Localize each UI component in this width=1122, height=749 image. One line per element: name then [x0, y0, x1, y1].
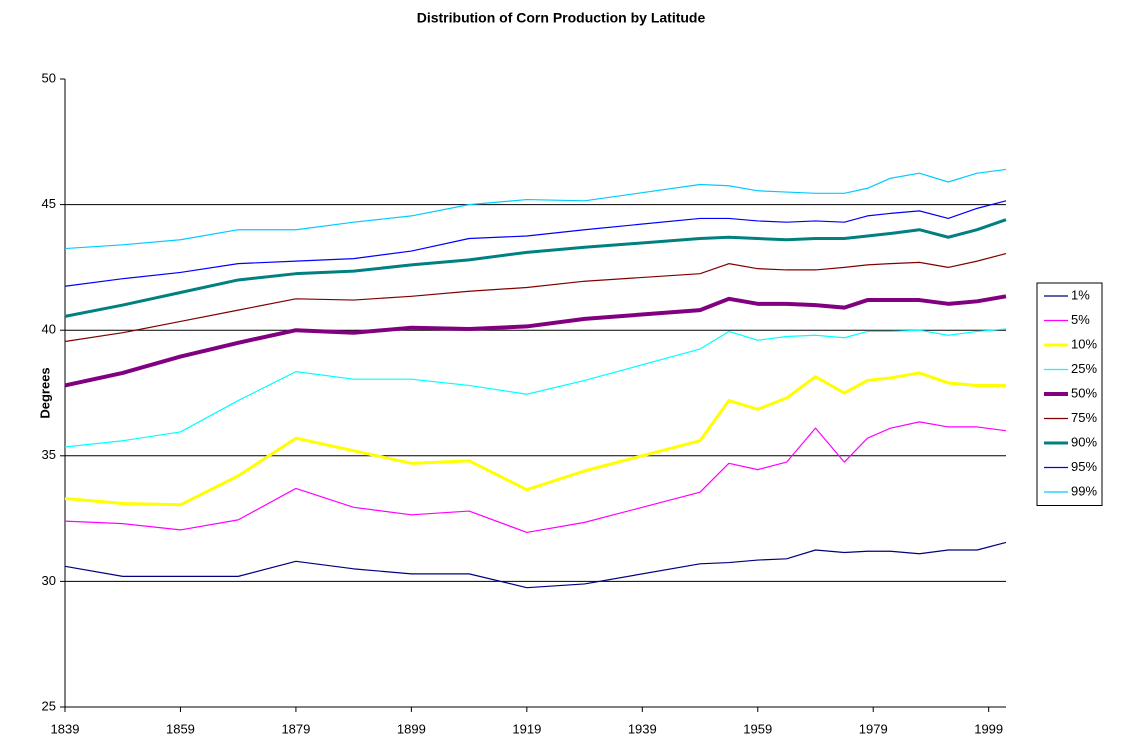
y-tick-label: 40 [42, 322, 56, 337]
chart-title: Distribution of Corn Production by Latit… [417, 10, 706, 26]
y-tick-label: 25 [42, 698, 56, 713]
x-tick-label: 1959 [743, 721, 772, 736]
legend-label: 95% [1071, 459, 1097, 474]
x-tick-label: 1979 [859, 721, 888, 736]
series-line [64, 294, 1007, 388]
y-tick-label: 35 [42, 447, 56, 462]
series-line [64, 168, 1007, 250]
x-tick-label: 1899 [397, 721, 426, 736]
series-line [64, 421, 1007, 534]
legend-label: 25% [1071, 361, 1097, 376]
legend-label: 75% [1071, 410, 1097, 425]
legend-label: 99% [1071, 483, 1097, 498]
x-tick-label: 1859 [166, 721, 195, 736]
series-line [64, 218, 1007, 318]
x-tick-label: 1839 [51, 721, 80, 736]
x-tick-label: 1999 [974, 721, 1003, 736]
legend-label: 5% [1071, 312, 1090, 327]
legend-label: 50% [1071, 385, 1097, 400]
series-line [64, 371, 1006, 507]
series-line [64, 253, 1007, 343]
y-tick-label: 45 [42, 196, 56, 211]
x-tick-label: 1939 [628, 721, 657, 736]
y-tick-label: 50 [42, 70, 56, 85]
y-tick-label: 30 [42, 573, 56, 588]
series-line [64, 200, 1007, 287]
series-line [64, 328, 1007, 448]
series-line [64, 541, 1007, 589]
x-tick-label: 1919 [512, 721, 541, 736]
legend-label: 10% [1071, 336, 1097, 351]
x-tick-label: 1879 [281, 721, 310, 736]
y-axis-label: Degrees [37, 367, 52, 418]
legend-label: 1% [1071, 287, 1090, 302]
legend-label: 90% [1071, 434, 1097, 449]
